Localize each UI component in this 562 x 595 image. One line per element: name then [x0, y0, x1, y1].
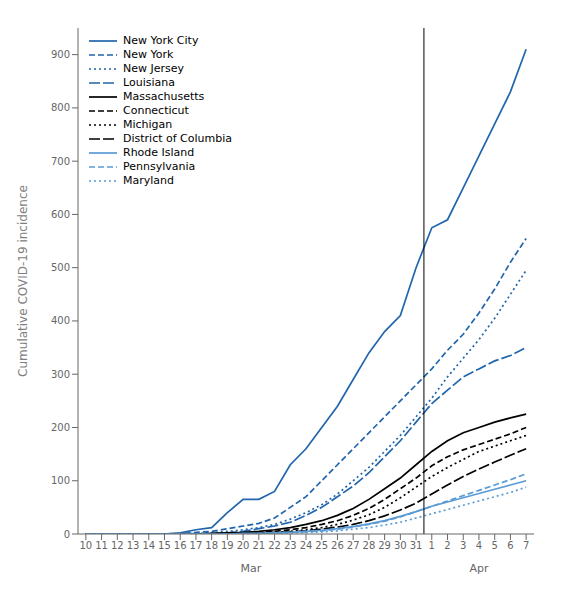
- svg-text:25: 25: [315, 540, 328, 551]
- svg-text:29: 29: [378, 540, 391, 551]
- html-text:Connecticut: Connecticut: [123, 104, 189, 117]
- svg-text:4: 4: [476, 540, 482, 551]
- svg-text:600: 600: [51, 209, 70, 220]
- svg-text:18: 18: [205, 540, 218, 551]
- svg-text:31: 31: [410, 540, 423, 551]
- svg-text:0: 0: [64, 529, 70, 540]
- html-text:New Jersey: New Jersey: [123, 62, 184, 75]
- html-text:Michigan: Michigan: [123, 118, 173, 131]
- svg-text:100: 100: [51, 475, 70, 486]
- html-text:Rhode Island: Rhode Island: [123, 146, 195, 159]
- svg-text:23: 23: [284, 540, 297, 551]
- svg-text:10: 10: [79, 540, 92, 551]
- svg-text:7: 7: [523, 540, 529, 551]
- svg-text:13: 13: [127, 540, 140, 551]
- svg-text:12: 12: [111, 540, 124, 551]
- svg-text:6: 6: [507, 540, 513, 551]
- html-text:Louisiana: Louisiana: [123, 76, 175, 89]
- svg-text:3: 3: [460, 540, 466, 551]
- svg-text:200: 200: [51, 422, 70, 433]
- svg-text:27: 27: [347, 540, 360, 551]
- html-text:District of Columbia: District of Columbia: [123, 132, 232, 145]
- html-text:Maryland: Maryland: [123, 174, 174, 187]
- svg-text:26: 26: [331, 540, 344, 551]
- svg-text:500: 500: [51, 262, 70, 273]
- html-text:Massachusetts: Massachusetts: [123, 90, 205, 103]
- svg-text:400: 400: [51, 315, 70, 326]
- svg-text:30: 30: [394, 540, 407, 551]
- svg-text:800: 800: [51, 102, 70, 113]
- svg-text:Apr: Apr: [469, 562, 489, 575]
- svg-text:2: 2: [444, 540, 450, 551]
- svg-text:700: 700: [51, 156, 70, 167]
- svg-text:20: 20: [237, 540, 250, 551]
- svg-text:24: 24: [300, 540, 313, 551]
- svg-text:17: 17: [190, 540, 203, 551]
- svg-text:5: 5: [492, 540, 498, 551]
- html-text:New York City: New York City: [123, 34, 199, 47]
- svg-text:Mar: Mar: [241, 562, 262, 575]
- svg-text:300: 300: [51, 369, 70, 380]
- html-text:Pennsylvania: Pennsylvania: [123, 160, 196, 173]
- svg-text:19: 19: [221, 540, 234, 551]
- svg-text:28: 28: [363, 540, 376, 551]
- svg-text:11: 11: [95, 540, 108, 551]
- svg-text:Cumulative COVID-19 incidence: Cumulative COVID-19 incidence: [16, 185, 30, 377]
- svg-text:14: 14: [142, 540, 155, 551]
- html-text:New York: New York: [123, 48, 174, 61]
- svg-text:900: 900: [51, 49, 70, 60]
- svg-text:15: 15: [158, 540, 171, 551]
- svg-text:21: 21: [252, 540, 265, 551]
- svg-text:16: 16: [174, 540, 187, 551]
- svg-text:22: 22: [268, 540, 281, 551]
- svg-text:1: 1: [429, 540, 435, 551]
